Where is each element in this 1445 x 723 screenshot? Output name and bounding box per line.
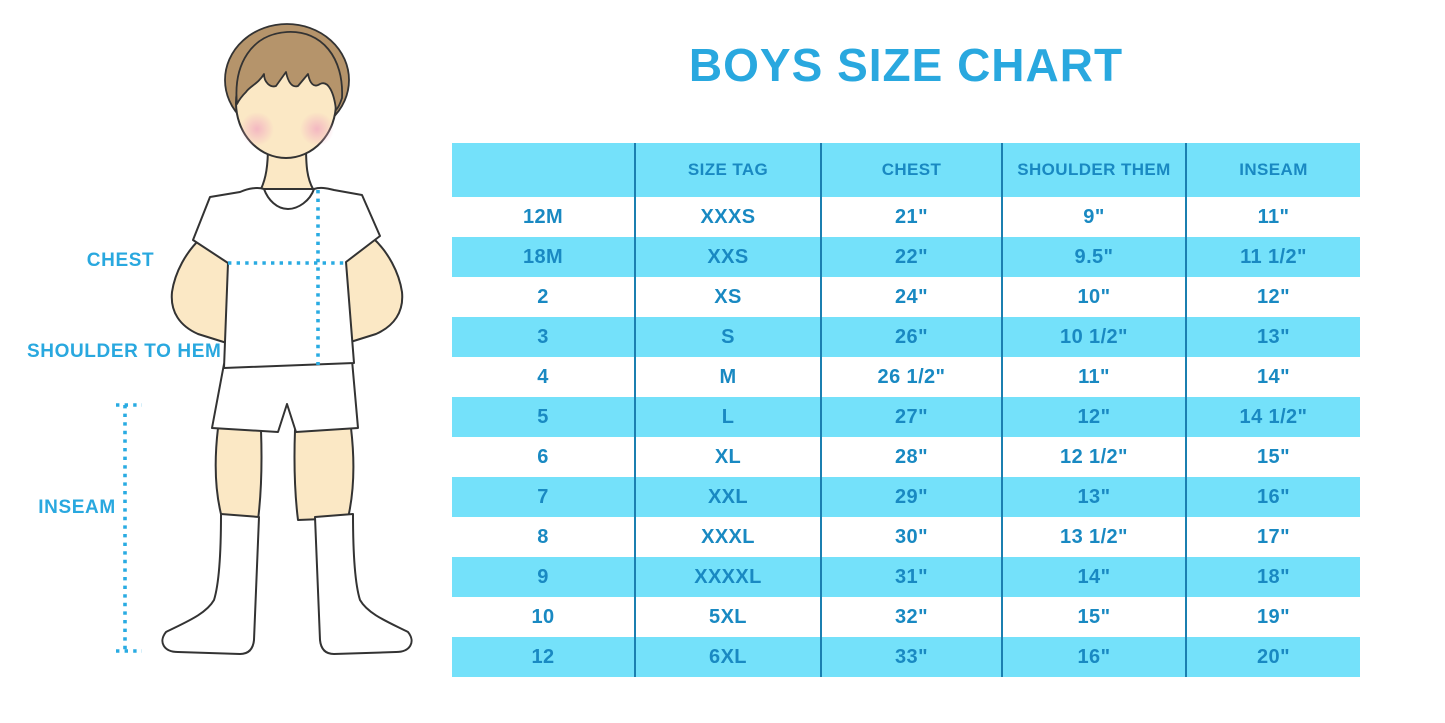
table-cell: 2 — [537, 285, 549, 308]
table-cell: 11" — [1185, 197, 1360, 237]
table-cell: 33" — [820, 637, 1001, 677]
table-row: 6 XL 28" 12 1/2" 15" — [452, 437, 1360, 477]
table-cell: 18M — [522, 245, 564, 268]
table-cell: 9.5" — [1001, 237, 1185, 277]
table-cell: L — [634, 397, 820, 437]
table-cell: 16" — [1185, 477, 1360, 517]
table-cell: 11 1/2" — [1185, 237, 1360, 277]
table-cell: 11" — [1001, 357, 1185, 397]
chest-label: CHEST — [86, 250, 155, 271]
table-row: 3 S 26" 10 1/2" 13" — [452, 317, 1360, 357]
table-cell: 12" — [1185, 277, 1360, 317]
table-row: 4 M 26 1/2" 11" 14" — [452, 357, 1360, 397]
table-cell: 17" — [1185, 517, 1360, 557]
boy-measurement-illustration — [116, 23, 413, 655]
boy-shirt — [192, 186, 381, 369]
table-cell: XXXS — [634, 197, 820, 237]
table-cell: 27" — [820, 397, 1001, 437]
column-header: CHEST — [820, 143, 1001, 197]
table-cell: S — [634, 317, 820, 357]
table-cell: 10 — [531, 605, 555, 628]
table-cell: 10" — [1001, 277, 1185, 317]
table-cell: XXS — [634, 237, 820, 277]
table-cell: M — [634, 357, 820, 397]
table-cell: XS — [634, 277, 820, 317]
table-cell: 15" — [1001, 597, 1185, 637]
column-header: SHOULDER THEM — [1001, 143, 1185, 197]
table-cell: 31" — [820, 557, 1001, 597]
boy-shorts — [211, 359, 359, 433]
table-cell: 28" — [820, 437, 1001, 477]
table-cell: 13" — [1185, 317, 1360, 357]
boy-legs — [161, 427, 413, 655]
table-cell: 5XL — [634, 597, 820, 637]
table-cell: 10 1/2" — [1001, 317, 1185, 357]
table-cell: XL — [634, 437, 820, 477]
table-cell: 13 1/2" — [1001, 517, 1185, 557]
boy-right-sock — [314, 513, 413, 655]
table-row: 7 XXL 29" 13" 16" — [452, 477, 1360, 517]
table-cell: 14 1/2" — [1185, 397, 1360, 437]
column-header: INSEAM — [1185, 143, 1360, 197]
table-cell: 20" — [1185, 637, 1360, 677]
table-cell: 4 — [537, 365, 549, 388]
boy-arms — [170, 237, 404, 345]
table-cell: 15" — [1185, 437, 1360, 477]
table-cell: 12 1/2" — [1001, 437, 1185, 477]
table-cell: XXL — [634, 477, 820, 517]
boy-left-sock — [161, 513, 260, 655]
table-header-row: SIZE TAG CHEST SHOULDER THEM INSEAM — [452, 143, 1360, 197]
table-cell: 12M — [522, 205, 564, 228]
table-cell: 8 — [537, 525, 549, 548]
table-row: 5 L 27" 12" 14 1/2" — [452, 397, 1360, 437]
table-cell: 6XL — [634, 637, 820, 677]
column-header — [452, 143, 634, 197]
table-cell: 22" — [820, 237, 1001, 277]
size-table: SIZE TAG CHEST SHOULDER THEM INSEAM 12M XXXS… — [452, 143, 1360, 677]
table-cell: 3 — [537, 325, 549, 348]
boy-head — [224, 23, 350, 190]
column-header: SIZE TAG — [634, 143, 820, 197]
table-row: 10 5XL 32" 15" 19" — [452, 597, 1360, 637]
table-cell: 29" — [820, 477, 1001, 517]
table-cell: 13" — [1001, 477, 1185, 517]
shoulder-to-hem-label: SHOULDER TO HEM — [27, 341, 222, 362]
table-body: 12M XXXS 21" 9" 11" 18M XXS 22" 9.5" 11 1/2" 2 XS 24… — [452, 197, 1360, 677]
table-row: 8 XXXL 30" 13 1/2" 17" — [452, 517, 1360, 557]
table-cell: 30" — [820, 517, 1001, 557]
table-cell: XXXXL — [634, 557, 820, 597]
table-row: 2 XS 24" 10" 12" — [452, 277, 1360, 317]
table-cell: 19" — [1185, 597, 1360, 637]
table-cell: 26" — [820, 317, 1001, 357]
table-cell: 6 — [537, 445, 549, 468]
table-cell: 16" — [1001, 637, 1185, 677]
table-cell: 14" — [1001, 557, 1185, 597]
table-cell: 9 — [537, 565, 549, 588]
inseam-dotted-line — [116, 403, 142, 653]
table-row: 18M XXS 22" 9.5" 11 1/2" — [452, 237, 1360, 277]
table-cell: 12" — [1001, 397, 1185, 437]
page-title: BOYS SIZE CHART — [688, 39, 1124, 91]
table-cell: 9" — [1001, 197, 1185, 237]
table-row: 12 6XL 33" 16" 20" — [452, 637, 1360, 677]
table-cell: 5 — [537, 405, 549, 428]
table-row: 9 XXXXL 31" 14" 18" — [452, 557, 1360, 597]
table-cell: 18" — [1185, 557, 1360, 597]
table-cell: 26 1/2" — [820, 357, 1001, 397]
table-row: 12M XXXS 21" 9" 11" — [452, 197, 1360, 237]
table-cell: 12 — [531, 645, 555, 668]
table-cell: 24" — [820, 277, 1001, 317]
table-cell: 21" — [820, 197, 1001, 237]
inseam-label: INSEAM — [38, 497, 116, 518]
table-cell: 14" — [1185, 357, 1360, 397]
table-cell: 7 — [537, 485, 549, 508]
table-cell: XXXL — [634, 517, 820, 557]
table-cell: 32" — [820, 597, 1001, 637]
